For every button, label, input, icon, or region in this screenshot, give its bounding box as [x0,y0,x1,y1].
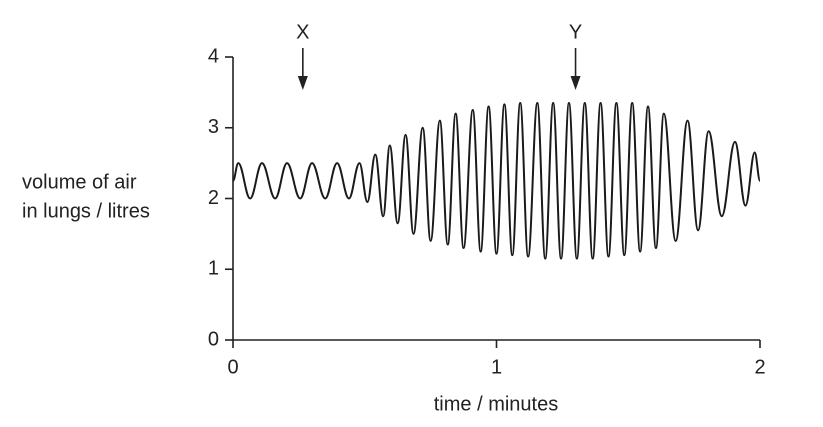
annotation-arrowhead [570,76,581,90]
annotation-arrowhead [297,76,308,90]
x-tick-label: 1 [491,356,502,378]
y-tick-label: 3 [208,116,219,138]
y-tick-label: 1 [208,258,219,280]
annotation-label: Y [569,21,582,43]
y-axis-label: volume of air [22,171,137,193]
y-tick-label: 4 [208,45,219,67]
y-axis-label: in lungs / litres [22,200,150,222]
y-tick-label: 2 [208,187,219,209]
y-tick-label: 0 [208,328,219,350]
x-tick-label: 2 [754,356,765,378]
annotation-label: X [296,21,309,43]
x-tick-label: 0 [227,356,238,378]
x-axis-label: time / minutes [434,393,558,415]
data-line [232,101,761,260]
